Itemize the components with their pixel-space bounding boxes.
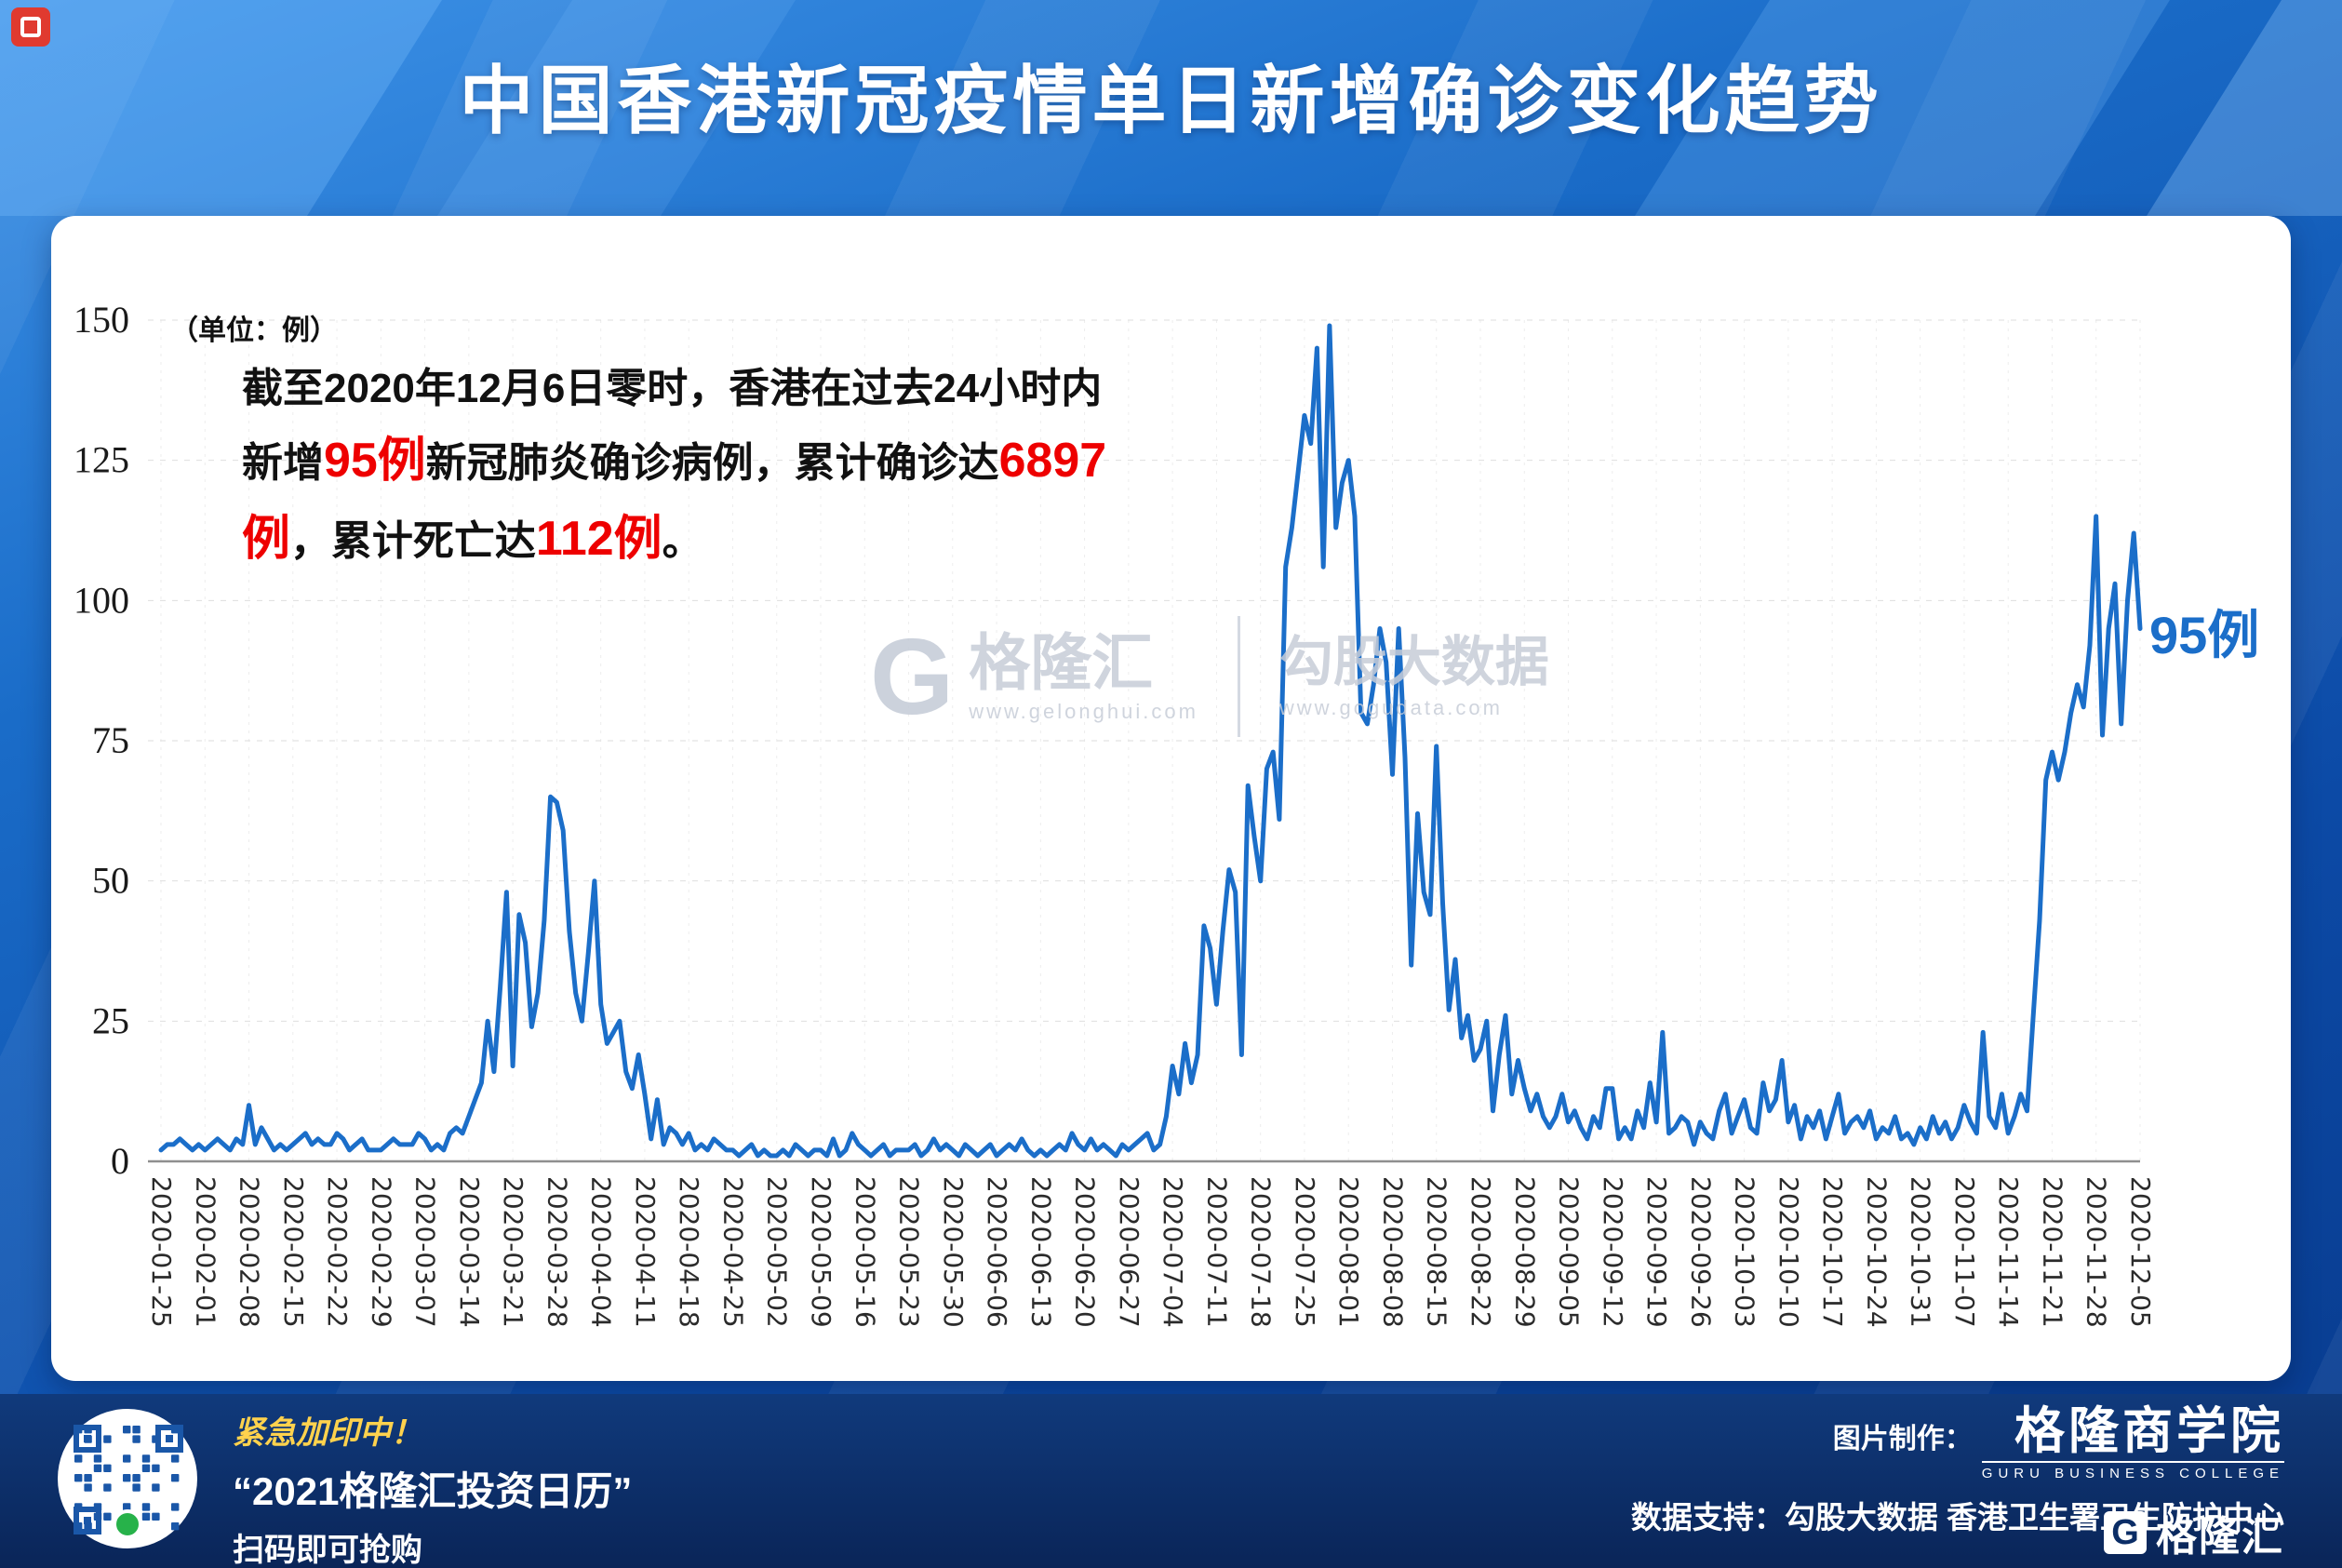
svg-text:2020-11-14: 2020-11-14 — [1993, 1176, 2024, 1328]
gelonghui-g-icon: G — [2104, 1511, 2147, 1554]
svg-text:2020-10-17: 2020-10-17 — [1817, 1176, 1848, 1328]
page-title: 中国香港新冠疫情单日新增确诊变化趋势 — [459, 60, 1883, 142]
svg-text:2020-03-07: 2020-03-07 — [410, 1176, 441, 1328]
corner-logo-icon — [11, 7, 50, 47]
watermark-url: www.gelonghui.com — [969, 700, 1198, 724]
svg-text:2020-08-08: 2020-08-08 — [1377, 1176, 1408, 1328]
svg-text:2020-07-25: 2020-07-25 — [1290, 1176, 1320, 1328]
credit-brand: 格隆商学院 — [2014, 1403, 2284, 1459]
watermark-brand-2: 勾股大数据 — [1278, 632, 1549, 693]
footer-bar: 紧急加印中！ “2021格隆汇投资日历” 扫码即可抢购 图片制作： 格隆商学院 … — [0, 1394, 2342, 1568]
footer-logo-text: 格隆汇 — [2156, 1514, 2284, 1560]
qr-code — [58, 1409, 197, 1548]
svg-text:2020-12-05: 2020-12-05 — [2125, 1176, 2156, 1328]
svg-text:150: 150 — [74, 299, 129, 341]
credit-label: 图片制作： — [1832, 1424, 1973, 1454]
promo-line-urgent: 紧急加印中！ — [233, 1415, 422, 1451]
watermark-divider — [1237, 616, 1240, 737]
annotation-text: 截至2020年12月6日零时，香港在过去24小时内新增95例新冠肺炎确诊病例，累… — [242, 355, 1107, 578]
svg-text:25: 25 — [92, 999, 129, 1041]
svg-text:2020-06-13: 2020-06-13 — [1025, 1176, 1056, 1328]
svg-text:2020-10-10: 2020-10-10 — [1773, 1176, 1804, 1328]
svg-text:125: 125 — [74, 439, 129, 481]
svg-text:2020-09-12: 2020-09-12 — [1598, 1176, 1628, 1328]
annotation-part: 截至2020年12月6日零时，香港在过去24小时内新增 — [242, 366, 1103, 487]
gelonghui-logo-icon: G — [870, 616, 955, 737]
svg-text:2020-02-29: 2020-02-29 — [366, 1176, 396, 1328]
svg-text:2020-10-31: 2020-10-31 — [1906, 1176, 1936, 1328]
svg-text:2020-04-11: 2020-04-11 — [630, 1176, 661, 1328]
svg-text:2020-05-09: 2020-05-09 — [806, 1176, 836, 1328]
annotation-highlight-total-cases: 6897例 — [242, 434, 1107, 567]
watermark-brand: 格隆汇 — [969, 627, 1154, 697]
svg-text:2020-05-23: 2020-05-23 — [894, 1176, 925, 1328]
annotation-highlight-deaths: 112例 — [535, 512, 662, 567]
svg-text:2020-04-04: 2020-04-04 — [586, 1176, 617, 1328]
svg-text:2020-02-01: 2020-02-01 — [190, 1176, 221, 1328]
svg-text:2020-10-03: 2020-10-03 — [1730, 1176, 1760, 1328]
annotation-part: 。 — [662, 518, 703, 565]
svg-text:2020-01-25: 2020-01-25 — [146, 1176, 177, 1328]
svg-text:2020-03-28: 2020-03-28 — [542, 1176, 572, 1328]
svg-text:2020-07-18: 2020-07-18 — [1246, 1176, 1277, 1328]
axis-unit-label: （单位：例） — [170, 315, 338, 346]
svg-text:2020-02-08: 2020-02-08 — [234, 1176, 265, 1328]
svg-text:2020-04-18: 2020-04-18 — [674, 1176, 704, 1328]
svg-text:2020-09-05: 2020-09-05 — [1554, 1176, 1585, 1328]
svg-text:100: 100 — [74, 579, 129, 621]
chart-card: 2020-01-25 2020-02-01 2020-02-08 2020-02-15… — [51, 216, 2291, 1381]
svg-text:2020-05-30: 2020-05-30 — [938, 1176, 969, 1328]
credits-block: 图片制作： 格隆商学院 GURU BUSINESS COLLEGE 数据支持：勾… — [1631, 1405, 2284, 1537]
svg-text:2020-09-26: 2020-09-26 — [1685, 1176, 1716, 1328]
annotation-part: ，累计死亡达 — [289, 518, 536, 565]
svg-text:2020-06-27: 2020-06-27 — [1114, 1176, 1144, 1328]
svg-text:2020-07-11: 2020-07-11 — [1201, 1176, 1232, 1328]
svg-text:2020-11-21: 2020-11-21 — [2037, 1176, 2068, 1328]
svg-text:2020-08-22: 2020-08-22 — [1465, 1176, 1496, 1328]
annotation-highlight-new-cases: 95例 — [324, 434, 426, 489]
svg-text:0: 0 — [111, 1140, 129, 1182]
svg-text:2020-05-16: 2020-05-16 — [850, 1176, 880, 1328]
data-support-line: 数据支持：勾股大数据 香港卫生署卫生防护中心 — [1630, 1499, 2284, 1534]
watermark-url-2: www.gogudata.com — [1278, 695, 1503, 719]
svg-text:2020-09-19: 2020-09-19 — [1641, 1176, 1672, 1328]
series-end-label: 95例 — [2149, 606, 2260, 664]
svg-text:2020-11-07: 2020-11-07 — [1949, 1176, 1980, 1328]
svg-text:2020-03-14: 2020-03-14 — [454, 1176, 485, 1328]
svg-text:2020-08-15: 2020-08-15 — [1422, 1176, 1452, 1328]
svg-text:2020-08-01: 2020-08-01 — [1333, 1176, 1364, 1328]
svg-text:50: 50 — [92, 860, 129, 902]
promo-line-scan: 扫码即可抢购 — [233, 1533, 422, 1568]
svg-text:2020-10-24: 2020-10-24 — [1861, 1176, 1892, 1328]
svg-text:2020-08-29: 2020-08-29 — [1509, 1176, 1540, 1328]
svg-text:2020-06-06: 2020-06-06 — [982, 1176, 1012, 1328]
promo-line-product: “2021格隆汇投资日历” — [233, 1469, 633, 1513]
svg-text:2020-07-04: 2020-07-04 — [1158, 1176, 1188, 1328]
line-chart: 2020-01-25 2020-02-01 2020-02-08 2020-02-15… — [74, 299, 2156, 1328]
svg-text:75: 75 — [92, 719, 129, 761]
annotation-part: 新冠肺炎确诊病例，累计确诊达 — [425, 440, 999, 487]
svg-text:2020-02-22: 2020-02-22 — [322, 1176, 353, 1328]
watermark: G 格隆汇 www.gelonghui.com 勾股大数据 www.goguda… — [870, 616, 1549, 737]
svg-text:2020-02-15: 2020-02-15 — [278, 1176, 309, 1328]
svg-text:2020-06-20: 2020-06-20 — [1070, 1176, 1101, 1328]
svg-text:2020-04-25: 2020-04-25 — [717, 1176, 748, 1328]
footer-logo: G 格隆汇 — [2104, 1503, 2284, 1562]
svg-text:2020-11-28: 2020-11-28 — [2081, 1176, 2112, 1328]
svg-text:2020-03-21: 2020-03-21 — [498, 1176, 529, 1328]
credit-brand-en: GURU BUSINESS COLLEGE — [1981, 1460, 2284, 1481]
svg-text:2020-05-02: 2020-05-02 — [762, 1176, 793, 1328]
header-banner: 中国香港新冠疫情单日新增确诊变化趋势 — [0, 0, 2342, 216]
promo-block: 紧急加印中！ “2021格隆汇投资日历” 扫码即可抢购 — [233, 1407, 632, 1568]
